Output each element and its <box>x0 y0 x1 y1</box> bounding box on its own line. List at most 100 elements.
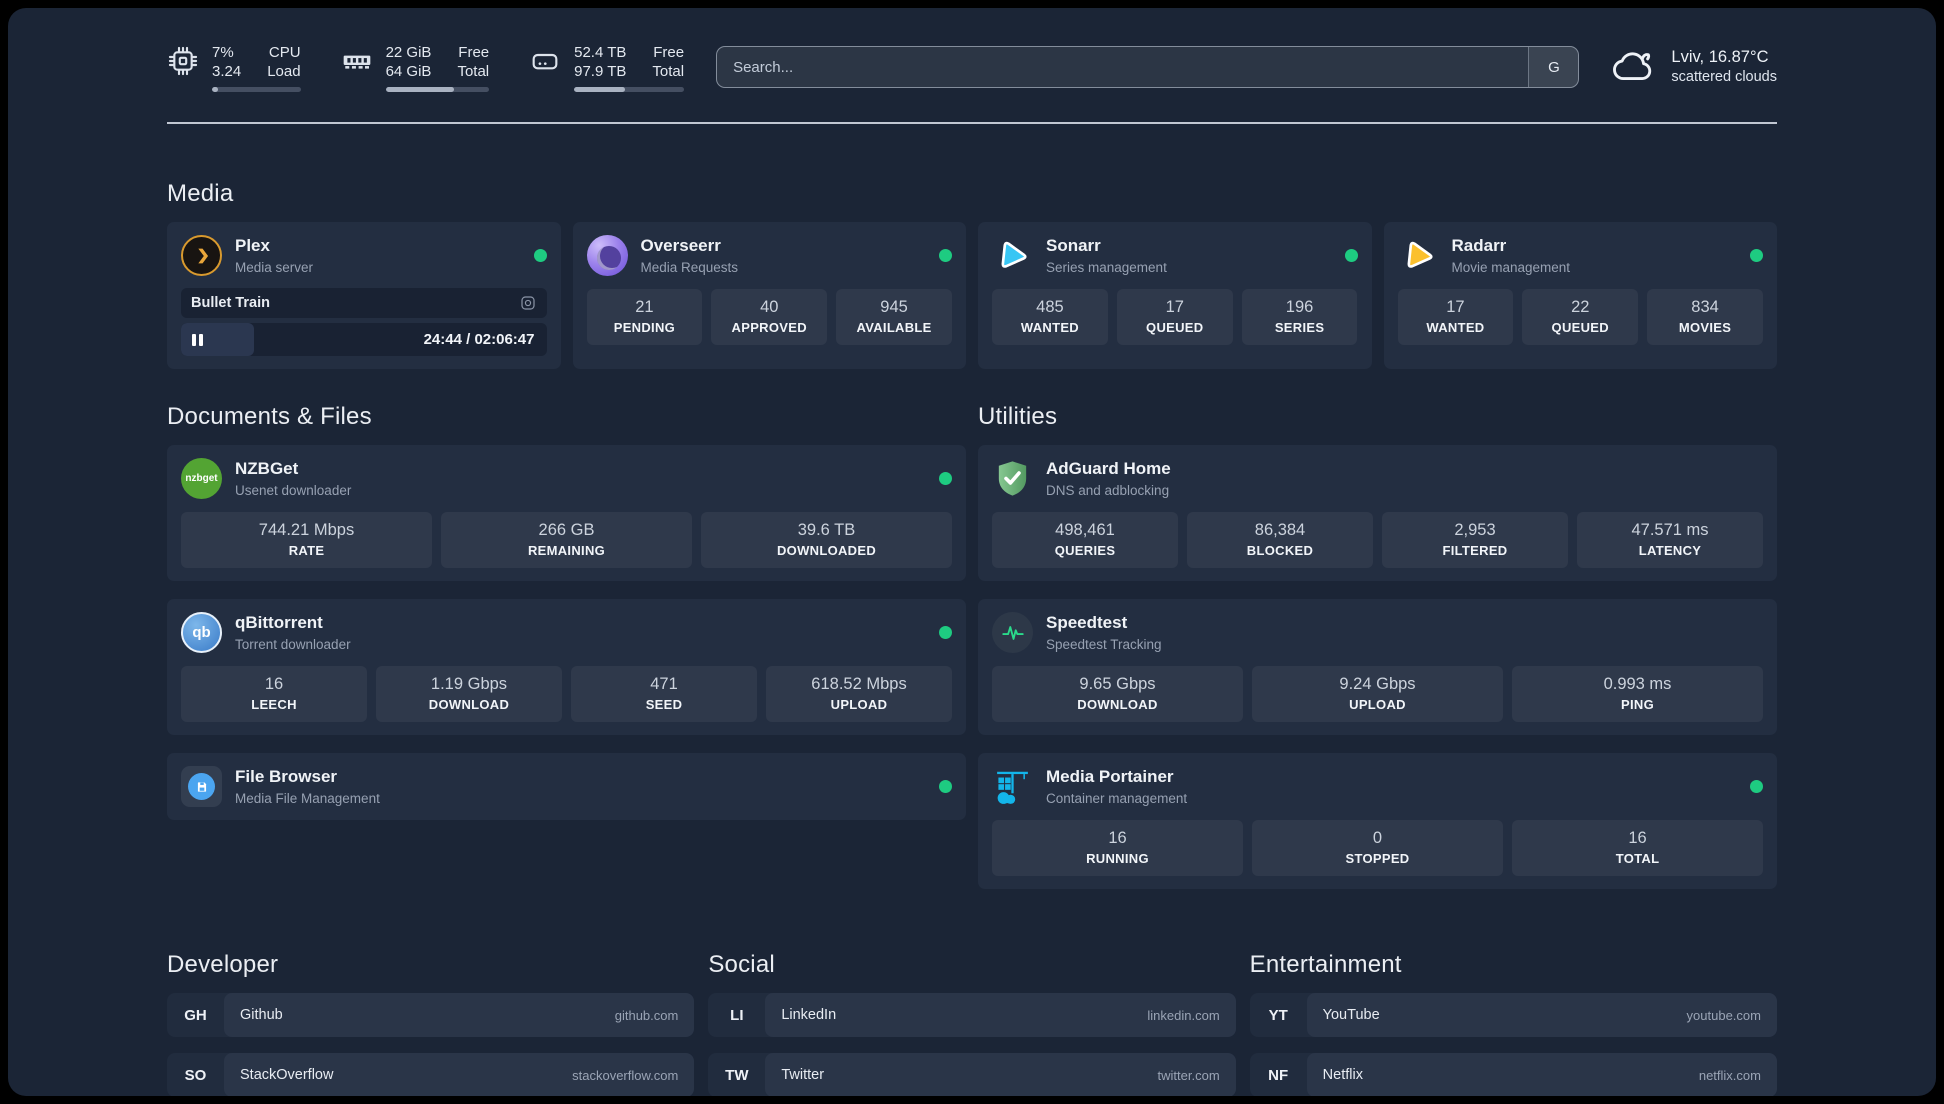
filebrowser-card[interactable]: File Browser Media File Management <box>167 753 966 820</box>
card-title: Radarr <box>1451 236 1507 256</box>
section-title-utilities: Utilities <box>978 403 1058 430</box>
stat-box: 618.52 Mbps UPLOAD <box>766 666 952 722</box>
cpu-icon <box>168 46 198 75</box>
sonarr-icon <box>992 235 1033 276</box>
plex-card[interactable]: Plex Media server Bullet Train <box>167 222 561 369</box>
status-dot <box>939 472 952 485</box>
disk-icon <box>532 53 558 69</box>
card-subtitle: DNS and adblocking <box>1046 482 1170 498</box>
cpu-usage-value: 7% <box>212 43 234 61</box>
card-subtitle: Media File Management <box>235 790 380 806</box>
playback-time: 24:44 / 02:06:47 <box>423 331 535 348</box>
bookmark-url: stackoverflow.com <box>572 1067 679 1083</box>
bookmark-name: LinkedIn <box>781 1007 837 1023</box>
disk-free-value: 52.4 TB <box>574 43 627 61</box>
stat-box: 39.6 TB DOWNLOADED <box>701 512 952 568</box>
stat-box: 21 PENDING <box>586 289 703 345</box>
cpu-load-value: 3.24 <box>212 63 242 80</box>
card-subtitle: Torrent downloader <box>235 636 351 652</box>
stat-box: 40 APPROVED <box>711 289 828 345</box>
section-developer: Developer GH Github github.com SO StackOv… <box>167 951 695 1096</box>
memory-total-label: Total <box>457 63 490 80</box>
section-title-documents: Documents & Files <box>167 403 372 430</box>
bookmark-url: twitter.com <box>1157 1067 1220 1083</box>
status-dot <box>939 626 952 639</box>
disk-widget: 52.4 TB Free 97.9 TB Total <box>529 43 685 92</box>
card-subtitle: Container management <box>1046 790 1188 806</box>
status-dot <box>939 780 952 793</box>
card-title: Plex <box>235 236 270 256</box>
status-dot <box>1750 249 1763 262</box>
cpu-progress-bar <box>212 86 301 92</box>
bookmark-name: Github <box>240 1007 283 1023</box>
sonarr-card[interactable]: Sonarr Series management 485 WANTED 17 QUE… <box>978 222 1372 369</box>
portainer-card[interactable]: Media Portainer Container management 16 R… <box>978 753 1777 889</box>
card-title: qBittorrent <box>235 613 323 633</box>
system-stats: 7% CPU 3.24 Load <box>167 43 685 92</box>
status-dot <box>533 249 547 262</box>
section-title-developer: Developer <box>167 951 279 978</box>
speedtest-card[interactable]: Speedtest Speedtest Tracking 9.65 Gbps DO… <box>978 599 1777 735</box>
stat-box: 86,384 BLOCKED <box>1187 512 1373 568</box>
bookmark-abbr: SO <box>184 1066 207 1084</box>
pause-icon[interactable] <box>192 333 203 346</box>
disk-total-value: 97.9 TB <box>574 63 627 80</box>
filebrowser-icon <box>181 766 222 807</box>
stat-box: 498,461 QUERIES <box>992 512 1178 568</box>
bookmark-twitter[interactable]: TW Twitter twitter.com <box>708 1053 1236 1096</box>
stat-box: 471 SEED <box>571 666 757 722</box>
floppy-icon <box>197 781 206 792</box>
speedtest-icon <box>992 612 1033 653</box>
stat-box: 266 GB REMAINING <box>441 512 692 568</box>
now-playing-title: Bullet Train <box>191 295 270 311</box>
adguard-card[interactable]: AdGuard Home DNS and adblocking 498,461 Q… <box>978 445 1777 581</box>
bookmark-linkedin[interactable]: LI LinkedIn linkedin.com <box>708 993 1236 1037</box>
playback-progress-bar[interactable]: 24:44 / 02:06:47 <box>181 323 547 356</box>
disk-total-label: Total <box>652 63 685 80</box>
stat-box: 16 TOTAL <box>1512 820 1763 876</box>
dashboard-page: 7% CPU 3.24 Load <box>8 8 1936 1096</box>
search-input[interactable] <box>717 47 1529 87</box>
card-title: Speedtest <box>1046 613 1128 633</box>
card-title: Media Portainer <box>1046 767 1174 787</box>
stat-box: 17 WANTED <box>1397 289 1514 345</box>
stat-box: 0.993 ms PING <box>1512 666 1763 722</box>
bookmark-youtube[interactable]: YT YouTube youtube.com <box>1249 993 1777 1037</box>
card-subtitle: Media server <box>235 259 314 275</box>
bookmark-stackoverflow[interactable]: SO StackOverflow stackoverflow.com <box>167 1053 695 1096</box>
cpu-load-label: Load <box>267 63 301 80</box>
stat-box: 2,953 FILTERED <box>1382 512 1568 568</box>
overseerr-card[interactable]: Overseerr Media Requests 21 PENDING 40 APP… <box>572 222 966 369</box>
stat-box: 47.571 ms LATENCY <box>1577 512 1763 568</box>
disk-readout: 52.4 TB Free 97.9 TB Total <box>574 43 685 92</box>
section-title-media: Media <box>167 180 234 207</box>
status-dot <box>1750 780 1763 793</box>
topbar-divider <box>167 122 1777 124</box>
bookmark-abbr: TW <box>725 1066 749 1084</box>
bookmark-url: github.com <box>614 1007 679 1023</box>
top-bar: 7% CPU 3.24 Load <box>167 42 1777 92</box>
cpu-widget: 7% CPU 3.24 Load <box>167 43 301 92</box>
portainer-icon <box>992 766 1033 807</box>
memory-progress-bar <box>385 86 490 92</box>
qbittorrent-card[interactable]: qb qBittorrent Torrent downloader 16 LEEC… <box>167 599 966 735</box>
radarr-card[interactable]: Radarr Movie management 17 WANTED 22 QUEUE… <box>1383 222 1777 369</box>
card-subtitle: Movie management <box>1451 259 1571 275</box>
card-title: File Browser <box>235 767 338 787</box>
weather-widget: Lviv, 16.87°C scattered clouds <box>1611 44 1777 90</box>
nzbget-icon: nzbget <box>181 458 222 499</box>
cloud-icon <box>1613 52 1652 80</box>
card-title: AdGuard Home <box>1046 459 1171 479</box>
search-provider-button[interactable]: G <box>1528 47 1579 87</box>
bookmark-github[interactable]: GH Github github.com <box>167 993 695 1037</box>
status-dot <box>1344 249 1358 262</box>
card-subtitle: Speedtest Tracking <box>1046 636 1162 652</box>
nzbget-card[interactable]: nzbget NZBGet Usenet downloader 744.21 M… <box>167 445 966 581</box>
bookmark-name: Twitter <box>781 1067 825 1083</box>
card-title: Sonarr <box>1046 236 1101 256</box>
stat-box: 0 STOPPED <box>1252 820 1503 876</box>
card-subtitle: Usenet downloader <box>235 482 352 498</box>
section-social: Social LI LinkedIn linkedin.com TW Twitte… <box>708 951 1236 1096</box>
bookmark-netflix[interactable]: NF Netflix netflix.com <box>1249 1053 1777 1096</box>
card-subtitle: Media Requests <box>640 259 739 275</box>
